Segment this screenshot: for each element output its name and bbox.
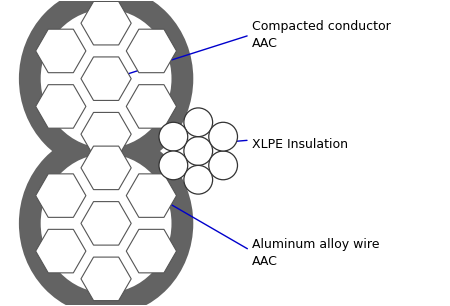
- Ellipse shape: [40, 154, 171, 293]
- Circle shape: [184, 108, 212, 137]
- Ellipse shape: [40, 9, 171, 148]
- Circle shape: [159, 122, 188, 151]
- Circle shape: [184, 165, 212, 194]
- Text: XLPE Insulation: XLPE Insulation: [252, 138, 348, 151]
- Ellipse shape: [19, 0, 194, 171]
- Circle shape: [209, 151, 238, 180]
- Circle shape: [209, 122, 238, 151]
- Circle shape: [159, 151, 188, 180]
- Ellipse shape: [19, 131, 194, 306]
- Circle shape: [184, 137, 212, 165]
- Text: Aluminum alloy wire
AAC: Aluminum alloy wire AAC: [252, 238, 379, 268]
- Text: Compacted conductor
AAC: Compacted conductor AAC: [252, 20, 391, 50]
